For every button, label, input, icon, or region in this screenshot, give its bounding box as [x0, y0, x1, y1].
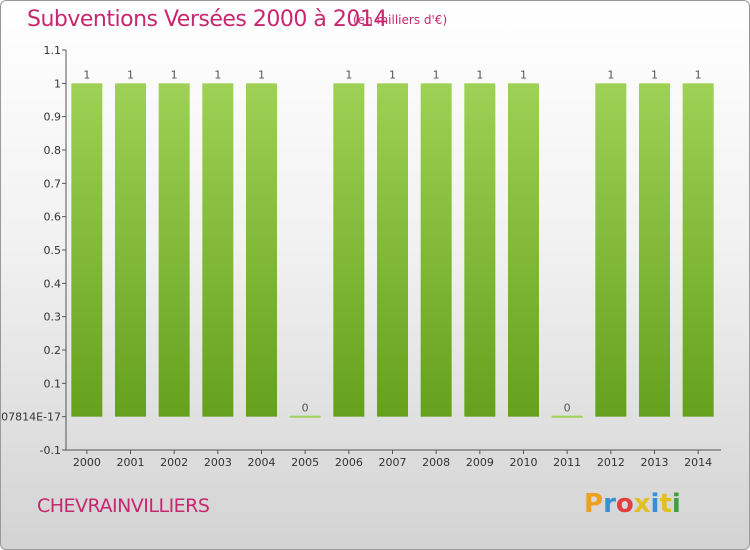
- data-label: 1: [389, 68, 396, 81]
- y-tick-label: 0.3: [44, 311, 62, 324]
- bar: [420, 83, 452, 417]
- bar: [115, 83, 146, 417]
- y-tick-label: 0.1: [44, 377, 62, 390]
- x-tick-label: 2000: [73, 456, 101, 469]
- data-label: 0: [302, 402, 309, 415]
- bar: [639, 83, 670, 417]
- chart-title: Subventions Versées 2000 à 2014: [27, 7, 387, 32]
- data-label: 1: [127, 68, 134, 81]
- x-tick-label: 2009: [466, 456, 494, 469]
- logo-letter: o: [615, 489, 634, 519]
- bar: [71, 83, 103, 417]
- logo-letter: t: [659, 489, 672, 519]
- data-label: 1: [258, 68, 265, 81]
- bar: [508, 83, 539, 417]
- x-tick-label: 2006: [335, 456, 363, 469]
- bar: [333, 83, 365, 417]
- y-tick-label: 0.4: [44, 277, 62, 290]
- x-tick-label: 2012: [597, 456, 625, 469]
- logo-letter: P: [584, 489, 604, 519]
- bar: [289, 415, 321, 418]
- proxiti-logo[interactable]: Proxiti: [584, 489, 681, 519]
- data-label: 1: [695, 68, 702, 81]
- bar: [377, 83, 408, 417]
- y-tick-label: 1.1: [44, 44, 62, 57]
- commune-name: CHEVRAINVILLIERS: [37, 495, 210, 517]
- data-label: 1: [433, 68, 440, 81]
- y-tick-label: 0.9: [44, 111, 62, 124]
- y-tick-label: 0.6: [44, 211, 62, 224]
- bar: [246, 83, 277, 417]
- x-tick-label: 2005: [291, 456, 319, 469]
- logo-letter: x: [633, 489, 651, 519]
- y-tick-label: -0.1: [40, 444, 61, 457]
- data-label: 1: [520, 68, 527, 81]
- x-tick-label: 2014: [684, 456, 712, 469]
- x-tick-label: 2004: [248, 456, 276, 469]
- x-tick-label: 2011: [553, 456, 581, 469]
- x-tick-label: 2001: [117, 456, 145, 469]
- y-tick-label: 0.7: [44, 177, 62, 190]
- logo-letter: r: [603, 489, 616, 519]
- logo-letter: i: [671, 489, 681, 519]
- y-tick-label: 0.5: [44, 244, 62, 257]
- bar: [682, 83, 714, 417]
- y-tick-label: 0.2: [44, 344, 62, 357]
- data-label: 1: [651, 68, 658, 81]
- x-tick-label: 2010: [510, 456, 538, 469]
- x-tick-label: 2003: [204, 456, 232, 469]
- data-label: 1: [83, 68, 90, 81]
- y-tick-label: 0.8: [44, 144, 62, 157]
- bar: [595, 83, 627, 417]
- data-label: 1: [607, 68, 614, 81]
- x-tick-label: 2013: [641, 456, 669, 469]
- bar: [551, 415, 583, 418]
- y-tick-label: 307814E-17: [1, 411, 61, 424]
- data-label: 1: [214, 68, 221, 81]
- data-label: 1: [476, 68, 483, 81]
- bar: [158, 83, 190, 417]
- bar: [464, 83, 496, 417]
- x-tick-label: 2008: [422, 456, 450, 469]
- data-label: 1: [171, 68, 178, 81]
- data-label: 1: [345, 68, 352, 81]
- logo-letter: i: [650, 489, 660, 519]
- data-label: 0: [564, 402, 571, 415]
- x-tick-label: 2002: [160, 456, 188, 469]
- x-tick-label: 2007: [379, 456, 407, 469]
- y-tick-label: 1: [54, 77, 61, 90]
- chart-subtitle: (en milliers d'€): [353, 13, 448, 27]
- bar: [202, 83, 234, 417]
